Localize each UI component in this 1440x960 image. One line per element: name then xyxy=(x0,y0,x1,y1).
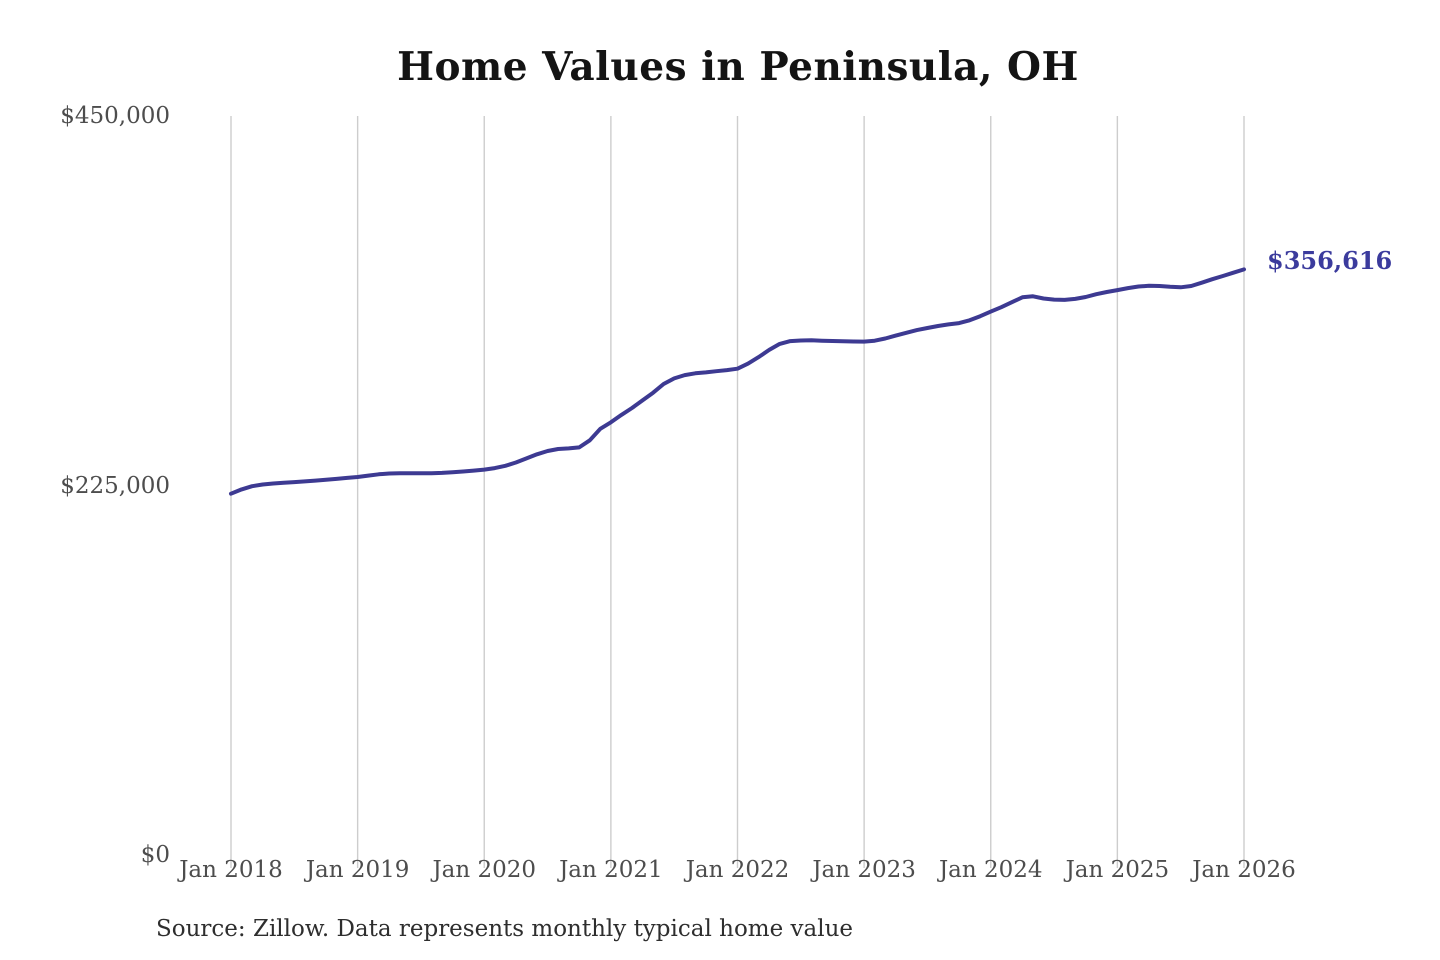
home-value-line xyxy=(229,267,1246,496)
y-tick-label: $450,000 xyxy=(60,103,170,129)
source-note: Source: Zillow. Data represents monthly … xyxy=(156,916,854,942)
y-tick-label: $225,000 xyxy=(60,472,170,499)
x-tick-label: Jan 2026 xyxy=(1192,857,1296,883)
x-tick-label: Jan 2022 xyxy=(685,857,790,883)
end-value-label: $356,616 xyxy=(1267,246,1393,276)
y-tick-label: $0 xyxy=(140,842,170,868)
x-tick-label: Jan 2019 xyxy=(305,857,410,883)
x-tick-label: Jan 2025 xyxy=(1065,857,1170,883)
x-tick-label: Jan 2023 xyxy=(812,857,916,883)
x-tick-label: Jan 2021 xyxy=(559,857,663,883)
x-tick-label: Jan 2018 xyxy=(179,857,283,883)
chart-title: Home Values in Peninsula, OH xyxy=(397,44,1079,90)
gridlines-group xyxy=(230,116,1245,868)
x-tick-label: Jan 2020 xyxy=(432,857,537,883)
x-tick-label: Jan 2024 xyxy=(938,857,1043,883)
